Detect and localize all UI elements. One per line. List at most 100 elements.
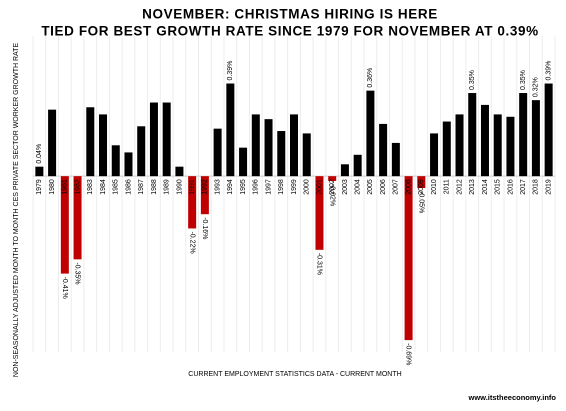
x-tick-label: 1985 xyxy=(113,179,120,195)
bar xyxy=(430,133,439,177)
y-axis-title: NON-SEASONALLY ADJUSTED MONTH TO MONTH C… xyxy=(13,43,20,378)
x-tick-label: 2010 xyxy=(431,179,438,195)
x-tick-label: 2017 xyxy=(520,179,527,195)
bar xyxy=(251,114,260,177)
x-tick-label: 1994 xyxy=(227,179,234,195)
x-tick-label: 1979 xyxy=(36,179,43,195)
x-tick-label: 2018 xyxy=(533,179,540,195)
x-tick-label: 2012 xyxy=(456,179,463,195)
x-tick-label: 1980 xyxy=(49,179,56,195)
x-tick-label: 2011 xyxy=(444,179,451,194)
x-tick-label: 2001 xyxy=(316,179,323,195)
x-tick-label: 2005 xyxy=(367,179,374,195)
bar xyxy=(86,107,95,177)
x-tick-label: 2006 xyxy=(380,179,387,195)
bar xyxy=(417,176,426,189)
value-label: 0.36% xyxy=(367,68,374,88)
value-label: -0.22% xyxy=(188,231,195,253)
value-label: -0.16% xyxy=(201,217,208,239)
x-tick-label: 1982 xyxy=(74,179,81,195)
x-tick-label: 1984 xyxy=(100,179,107,195)
bar xyxy=(239,147,248,177)
x-tick-label: 2003 xyxy=(342,179,349,195)
bar xyxy=(149,102,158,177)
source: www.itstheeconomy.info xyxy=(467,393,556,402)
bar xyxy=(290,114,298,177)
bar xyxy=(480,104,489,177)
bar xyxy=(73,176,82,260)
x-tick-label: 2016 xyxy=(507,179,514,195)
bar xyxy=(328,176,337,181)
chart-subtitle: TIED FOR BEST GROWTH RATE SINCE 1979 FOR… xyxy=(41,24,538,39)
bar xyxy=(340,164,349,177)
bar xyxy=(48,109,57,177)
value-label: 0.39% xyxy=(227,61,234,81)
bar xyxy=(124,152,133,177)
bar xyxy=(404,176,413,341)
value-label: 0.35% xyxy=(469,70,476,90)
bar xyxy=(531,100,540,177)
x-tick-label: 2000 xyxy=(304,179,311,195)
bar xyxy=(213,128,222,177)
bar xyxy=(455,114,464,177)
x-tick-label: 2013 xyxy=(469,179,476,195)
bar xyxy=(35,166,44,177)
bar xyxy=(175,166,184,177)
x-tick-label: 2007 xyxy=(393,179,400,195)
bar xyxy=(379,123,388,177)
x-tick-label: 1991 xyxy=(189,179,196,195)
value-label: -0.31% xyxy=(316,253,323,275)
x-tick-label: 2015 xyxy=(495,179,502,195)
bar xyxy=(315,176,324,250)
x-tick-label: 1988 xyxy=(151,179,158,195)
bar xyxy=(60,176,69,274)
x-tick-label: 2009 xyxy=(418,179,425,195)
value-label: -0.02% xyxy=(328,184,335,206)
x-tick-label: 1986 xyxy=(125,179,132,195)
bar xyxy=(442,121,451,177)
bar xyxy=(302,133,311,177)
bar xyxy=(226,83,235,177)
bar xyxy=(506,116,515,177)
x-tick-label: 1995 xyxy=(240,179,247,195)
x-tick-label: 1999 xyxy=(291,179,298,195)
value-label: -0.05% xyxy=(417,191,424,213)
value-label: 0.35% xyxy=(520,70,527,90)
x-tick-label: 1993 xyxy=(214,179,221,195)
value-label: -0.35% xyxy=(74,262,81,284)
bar xyxy=(493,114,502,177)
value-label: -0.69% xyxy=(405,343,412,365)
x-tick-label: 1981 xyxy=(62,179,69,195)
bar xyxy=(391,142,400,177)
bar xyxy=(519,93,528,177)
bar xyxy=(277,131,286,177)
x-tick-label: 1992 xyxy=(202,179,209,195)
x-tick-label: 2004 xyxy=(355,179,362,195)
x-tick-label: 2014 xyxy=(482,179,489,195)
x-tick-label: 1989 xyxy=(164,179,171,195)
bar xyxy=(353,154,362,177)
bar xyxy=(137,126,146,177)
x-tick-label: 2019 xyxy=(545,179,552,195)
bar xyxy=(544,83,553,177)
bar xyxy=(111,145,120,177)
bar xyxy=(468,93,477,177)
x-tick-label: 1998 xyxy=(278,179,285,195)
x-tick-label: 1987 xyxy=(138,179,145,195)
value-label: 0.39% xyxy=(545,61,552,81)
bar xyxy=(264,119,273,177)
bar xyxy=(200,176,209,215)
value-label: -0.41% xyxy=(61,277,68,299)
value-label: 0.04% xyxy=(36,144,43,164)
x-tick-label: 1983 xyxy=(87,179,94,195)
x-tick-label: 2008 xyxy=(405,179,412,195)
x-tick-label: 1990 xyxy=(176,179,183,195)
x-axis-title: CURRENT EMPLOYMENT STATISTICS DATA - CUR… xyxy=(188,371,401,378)
bar xyxy=(188,176,197,229)
x-tick-label: 1997 xyxy=(265,179,272,195)
value-label: 0.32% xyxy=(533,77,540,97)
x-tick-label: 2002 xyxy=(329,179,336,195)
chart-title: NOVEMBER: CHRISTMAS HIRING IS HERE xyxy=(142,7,438,22)
bar xyxy=(162,102,171,177)
